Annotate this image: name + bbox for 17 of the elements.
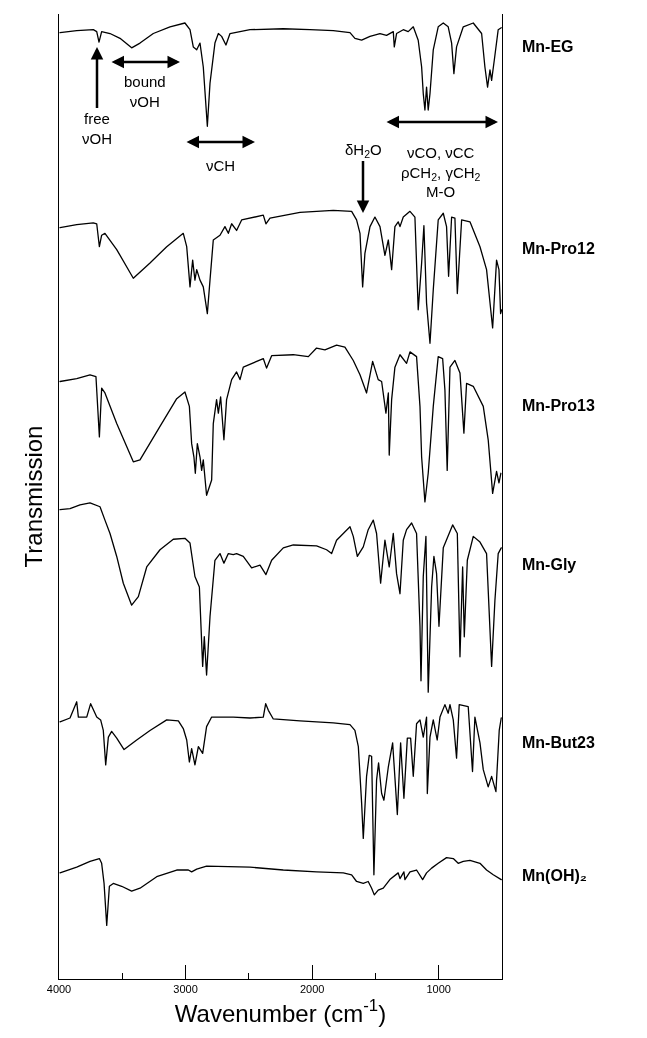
series-label: Mn(OH)₂	[522, 867, 587, 884]
series-label: Mn-But23	[522, 734, 595, 751]
series-label: Mn-Gly	[522, 556, 577, 573]
x-tick-label: 3000	[173, 983, 198, 996]
text: νCO, νCC ρCH$_{2}$, γCH$_{2}$ M-O	[401, 144, 481, 200]
series-label: Mn-Pro12	[522, 240, 595, 257]
y-axis-title: Transmission	[20, 425, 48, 568]
x-tick-label: 4000	[46, 983, 72, 996]
text: Mn-Pro13	[522, 397, 595, 414]
series-label: Mn-EG	[522, 38, 574, 55]
annotation: δH$_{2}$O	[345, 141, 382, 161]
annotation: νCH	[206, 157, 236, 174]
annotation: bound νOH	[124, 73, 166, 110]
x-tick-label: 2000	[299, 983, 325, 996]
annotation: free νOH	[82, 110, 112, 147]
x-axis-title: Wavenumber (cm$^{-1}$)	[174, 996, 387, 1027]
x-tick-label: 1000	[426, 983, 451, 996]
